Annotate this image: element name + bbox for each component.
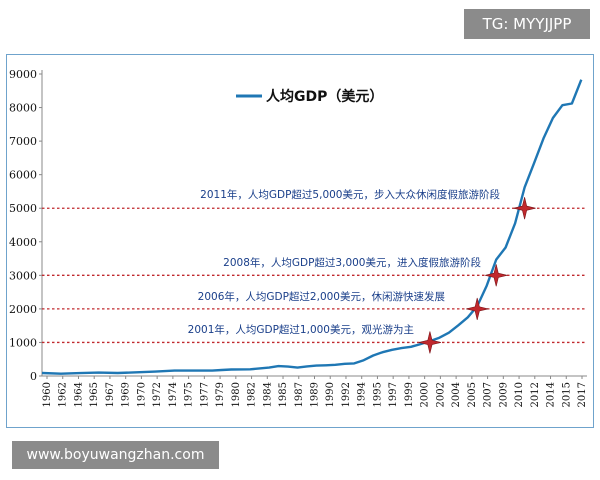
x-tick-label: 1974 — [168, 382, 179, 407]
x-tick-label: 1980 — [231, 382, 242, 407]
y-tick-label: 0 — [30, 370, 37, 383]
y-tick-label: 3000 — [9, 269, 37, 282]
y-tick-label: 2000 — [9, 303, 37, 316]
milestone-marker — [418, 331, 441, 354]
x-tick-label: 1979 — [215, 382, 226, 407]
x-tick-label: 1994 — [357, 382, 368, 407]
x-tick-label: 1997 — [388, 382, 399, 407]
x-tick-label: 1969 — [121, 382, 132, 407]
axes: 0 1000 2000 3000 4000 5000 6000 7000 8000 9000 196… — [9, 68, 588, 407]
x-tick-label: 1967 — [105, 382, 116, 407]
y-tick-label: 8000 — [9, 102, 37, 115]
x-tick-label: 2009 — [498, 382, 509, 407]
x-tick-label: 1984 — [262, 382, 273, 407]
milestone-marker — [513, 197, 536, 220]
legend-label: 人均GDP（美元） — [266, 88, 383, 105]
reference-lines — [42, 207, 587, 344]
x-tick-label: 1982 — [247, 382, 258, 407]
x-tick-label: 2010 — [514, 382, 525, 407]
x-tick-label: 2007 — [483, 382, 494, 407]
watermark-top-right: TG: MYYJJPP — [464, 9, 590, 39]
x-tick-label: 1975 — [184, 382, 195, 407]
x-tick-label: 1960 — [42, 382, 53, 407]
x-tick-label: 1989 — [310, 382, 321, 407]
x-tick-label: 1977 — [199, 382, 210, 407]
y-tick-label: 6000 — [9, 169, 37, 182]
y-tick-label: 7000 — [9, 135, 37, 148]
x-tick-label: 1965 — [89, 382, 100, 407]
y-tick-label: 1000 — [9, 336, 37, 349]
x-tick-label: 1970 — [136, 382, 147, 407]
marker-layer — [418, 197, 536, 354]
x-tick-label: 2005 — [467, 382, 478, 407]
milestone-annotation: 2001年，人均GDP超过1,000美元，观光游为主 — [188, 323, 414, 336]
series-layer — [41, 79, 583, 375]
x-tick-label: 1990 — [325, 382, 336, 407]
milestone-marker — [485, 264, 508, 287]
x-tick-label: 2000 — [420, 382, 431, 407]
x-tick-label: 1972 — [152, 382, 163, 407]
x-tick-label: 1962 — [58, 382, 69, 407]
x-tick-label: 1999 — [404, 382, 415, 407]
milestone-annotation: 2008年，人均GDP超过3,000美元，进入度假旅游阶段 — [223, 256, 481, 269]
x-tick-label: 2002 — [435, 382, 446, 407]
chart-border — [6, 54, 594, 428]
y-tick-label: 4000 — [9, 236, 37, 249]
y-tick-label: 9000 — [9, 68, 37, 81]
milestone-marker — [466, 297, 489, 320]
x-tick-label: 1985 — [278, 382, 289, 407]
x-tick-label: 2017 — [577, 382, 588, 407]
x-tick-label: 1964 — [73, 382, 84, 407]
x-tick-label: 2004 — [451, 382, 462, 407]
x-tick-label: 2012 — [530, 382, 541, 407]
legend: 人均GDP（美元） — [236, 88, 383, 105]
watermark-bottom-left: www.boyuwangzhan.com — [12, 441, 219, 469]
x-tick-label: 2014 — [546, 382, 557, 407]
annotation-layer: 2001年，人均GDP超过1,000美元，观光游为主 2006年，人均GDP超过2… — [188, 188, 501, 336]
x-tick-label: 2015 — [561, 382, 572, 407]
x-tick-label: 1995 — [372, 382, 383, 407]
milestone-annotation: 2011年，人均GDP超过5,000美元，步入大众休闲度假旅游阶段 — [200, 188, 500, 201]
x-tick-label: 1987 — [294, 382, 305, 407]
x-tick-label: 1992 — [341, 382, 352, 407]
milestone-annotation: 2006年，人均GDP超过2,000美元，休闲游快速发展 — [198, 290, 446, 303]
series-line — [41, 79, 583, 375]
y-tick-label: 5000 — [9, 202, 37, 215]
